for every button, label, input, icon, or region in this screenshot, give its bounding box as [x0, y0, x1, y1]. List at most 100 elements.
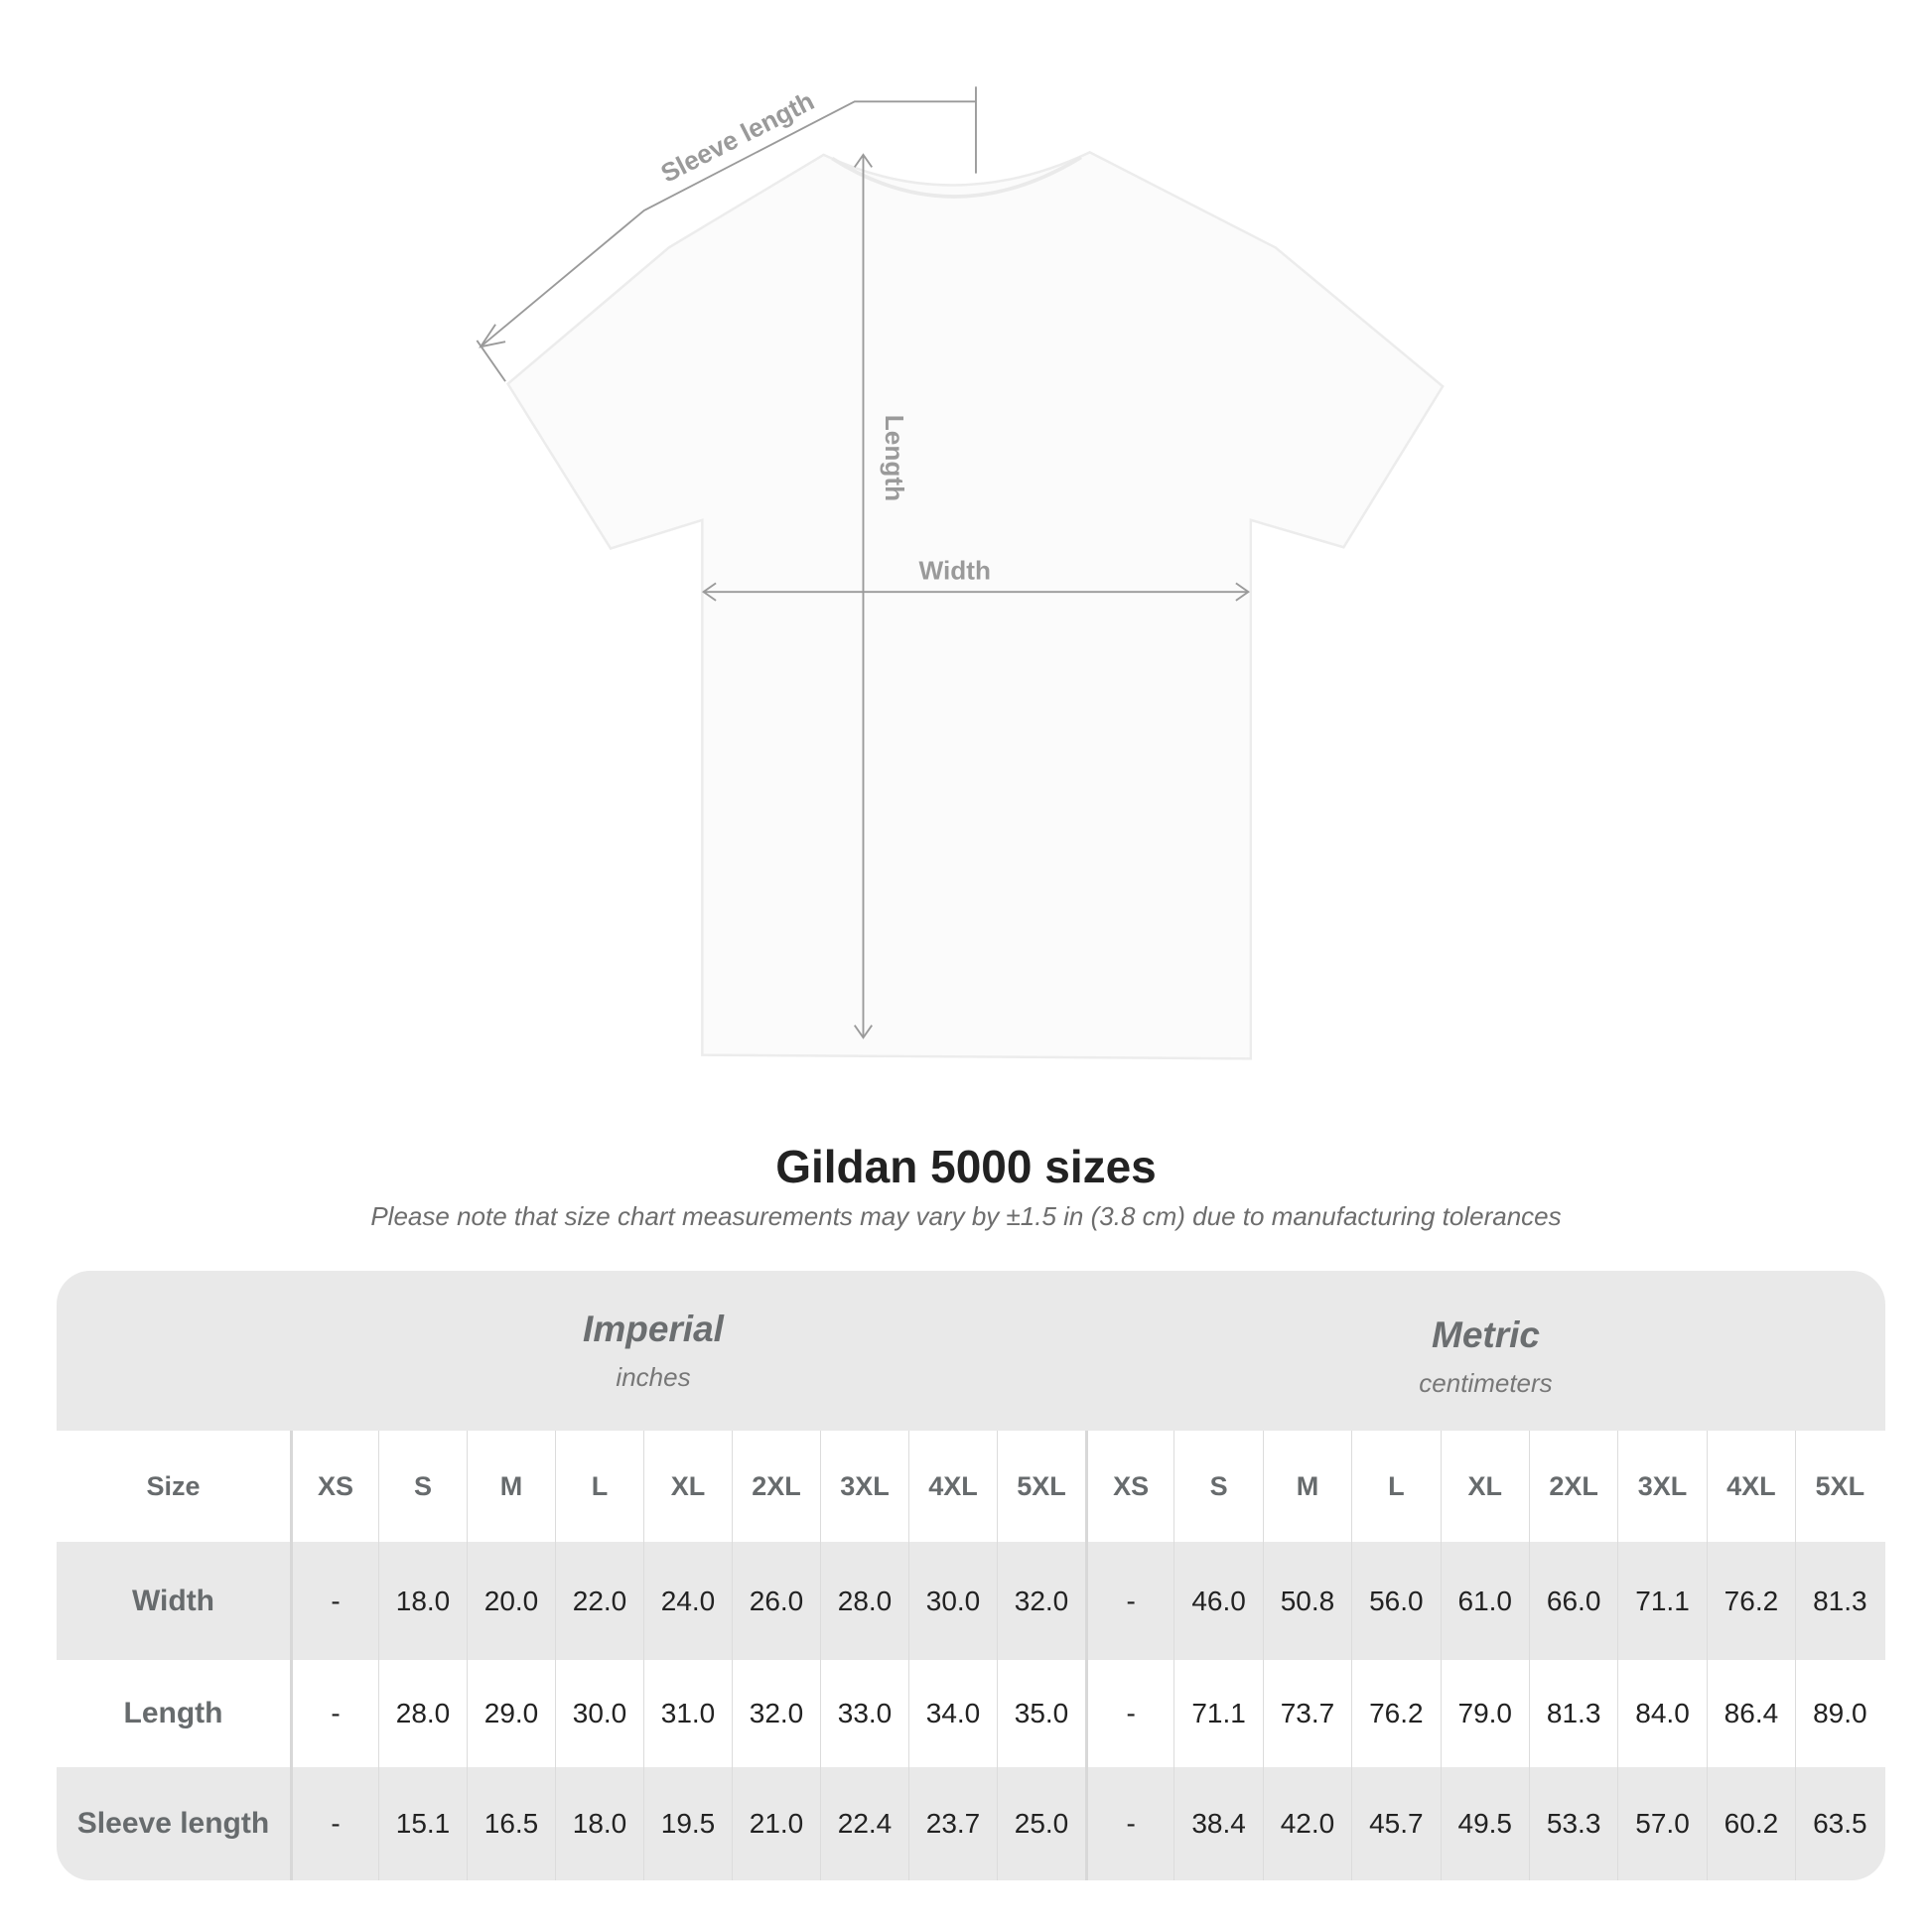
imperial-size-header: 5XL — [997, 1431, 1085, 1542]
size-header-row: Size XS S M L XL 2XL 3XL 4XL 5XL XS S M L XL 2XL 3XL 4XL 5… — [57, 1431, 1885, 1542]
sleeve-arrow-icon — [479, 324, 506, 348]
metric-value-cell: 49.5 — [1440, 1767, 1529, 1880]
metric-value-cell: 61.0 — [1440, 1542, 1529, 1660]
metric-value-cell: 50.8 — [1262, 1542, 1351, 1660]
imperial-size-header: XL — [643, 1431, 732, 1542]
width-arrow-left-icon — [701, 582, 717, 602]
t-shirt-shape — [505, 151, 1445, 1060]
imperial-size-header: L — [555, 1431, 643, 1542]
metric-value-cell: 76.2 — [1351, 1660, 1440, 1767]
metric-size-header: 4XL — [1706, 1431, 1795, 1542]
imperial-value-cell: 28.0 — [820, 1542, 908, 1660]
t-shirt-diagram: Sleeve length Length Width — [476, 85, 1445, 1060]
imperial-value-cell: 28.0 — [378, 1660, 467, 1767]
metric-value-cell: - — [1085, 1767, 1173, 1880]
table-row: Length -28.0 29.0 30.0 31.0 32.0 33.0 34.0 35.0-… — [57, 1660, 1885, 1767]
imperial-value-cell: 18.0 — [555, 1767, 643, 1880]
metric-value-cell: 66.0 — [1528, 1542, 1617, 1660]
imperial-size-header: M — [467, 1431, 555, 1542]
metric-value-cell: - — [1085, 1660, 1173, 1767]
imperial-value-cell: 15.1 — [378, 1767, 467, 1880]
imperial-unit: inches — [616, 1362, 691, 1392]
metric-size-header: L — [1351, 1431, 1440, 1542]
size-header-label: Size — [146, 1470, 201, 1501]
imperial-value-cell: 35.0 — [997, 1660, 1085, 1767]
imperial-title: Imperial — [583, 1309, 724, 1349]
metric-value-cell: 53.3 — [1528, 1767, 1617, 1880]
metric-value-cell: 46.0 — [1173, 1542, 1262, 1660]
table-row: Width -18.0 20.0 22.0 24.0 26.0 28.0 30.0 32.0-4… — [57, 1542, 1885, 1660]
imperial-size-header: 4XL — [908, 1431, 997, 1542]
imperial-value-cell: 30.0 — [555, 1660, 643, 1767]
row-label: Width — [131, 1584, 215, 1617]
imperial-value-cell: 32.0 — [732, 1660, 820, 1767]
length-arrow-bottom-icon — [853, 1025, 873, 1039]
metric-value-cell: 81.3 — [1795, 1542, 1883, 1660]
metric-value-cell: 60.2 — [1706, 1767, 1795, 1880]
metric-value-cell: 71.1 — [1173, 1660, 1262, 1767]
width-label: Width — [919, 556, 991, 586]
imperial-value-cell: 25.0 — [997, 1767, 1085, 1880]
metric-value-cell: 57.0 — [1617, 1767, 1706, 1880]
imperial-value-cell: 24.0 — [643, 1542, 732, 1660]
imperial-size-header: 3XL — [820, 1431, 908, 1542]
imperial-value-cell: 16.5 — [467, 1767, 555, 1880]
metric-title: Metric — [1432, 1314, 1540, 1355]
imperial-size-header: S — [378, 1431, 467, 1542]
metric-value-cell: 42.0 — [1262, 1767, 1351, 1880]
metric-value-cell: 73.7 — [1262, 1660, 1351, 1767]
row-label: Sleeve length — [76, 1807, 270, 1840]
imperial-value-cell: 18.0 — [378, 1542, 467, 1660]
imperial-value-cell: 23.7 — [908, 1767, 997, 1880]
imperial-value-cell: - — [290, 1542, 378, 1660]
imperial-group-header: Imperial inches — [346, 1309, 960, 1393]
imperial-value-cell: 22.0 — [555, 1542, 643, 1660]
imperial-size-header: 2XL — [732, 1431, 820, 1542]
imperial-value-cell: - — [290, 1767, 378, 1880]
imperial-value-cell: 34.0 — [908, 1660, 997, 1767]
metric-value-cell: - — [1085, 1542, 1173, 1660]
metric-size-header: XL — [1440, 1431, 1529, 1542]
metric-size-header: 3XL — [1617, 1431, 1706, 1542]
metric-size-header: XS — [1085, 1431, 1173, 1542]
metric-unit: centimeters — [1419, 1368, 1553, 1398]
imperial-value-cell: - — [290, 1660, 378, 1767]
length-label: Length — [880, 415, 909, 501]
width-arrow-right-icon — [1235, 582, 1250, 602]
metric-size-header: S — [1173, 1431, 1262, 1542]
metric-size-header: 2XL — [1528, 1431, 1617, 1542]
length-arrow-top-icon — [853, 153, 873, 168]
imperial-value-cell: 31.0 — [643, 1660, 732, 1767]
metric-value-cell: 79.0 — [1440, 1660, 1529, 1767]
imperial-value-cell: 20.0 — [467, 1542, 555, 1660]
tolerance-note: Please note that size chart measurements… — [370, 1201, 1562, 1231]
row-label: Length — [123, 1697, 223, 1729]
imperial-value-cell: 21.0 — [732, 1767, 820, 1880]
imperial-value-cell: 32.0 — [997, 1542, 1085, 1660]
metric-value-cell: 63.5 — [1795, 1767, 1883, 1880]
imperial-value-cell: 22.4 — [820, 1767, 908, 1880]
metric-value-cell: 84.0 — [1617, 1660, 1706, 1767]
imperial-value-cell: 26.0 — [732, 1542, 820, 1660]
metric-value-cell: 38.4 — [1173, 1767, 1262, 1880]
metric-size-header: 5XL — [1795, 1431, 1883, 1542]
page-title: Gildan 5000 sizes — [775, 1141, 1157, 1192]
metric-value-cell: 71.1 — [1617, 1542, 1706, 1660]
metric-value-cell: 56.0 — [1351, 1542, 1440, 1660]
metric-value-cell: 81.3 — [1528, 1660, 1617, 1767]
metric-value-cell: 89.0 — [1795, 1660, 1883, 1767]
imperial-size-header: XS — [290, 1431, 378, 1542]
imperial-value-cell: 30.0 — [908, 1542, 997, 1660]
sleeve-length-line — [480, 100, 976, 347]
metric-group-header: Metric centimeters — [1086, 1314, 1885, 1399]
metric-value-cell: 45.7 — [1351, 1767, 1440, 1880]
metric-value-cell: 86.4 — [1706, 1660, 1795, 1767]
imperial-value-cell: 19.5 — [643, 1767, 732, 1880]
metric-size-header: M — [1262, 1431, 1351, 1542]
imperial-value-cell: 33.0 — [820, 1660, 908, 1767]
imperial-value-cell: 29.0 — [467, 1660, 555, 1767]
table-header-band — [57, 1271, 1885, 1431]
metric-value-cell: 76.2 — [1706, 1542, 1795, 1660]
size-table: Imperial inches Metric centimeters Size X… — [57, 1271, 1885, 1880]
table-row: Sleeve length -15.1 16.5 18.0 19.5 21.0 22.4 23… — [57, 1767, 1885, 1880]
